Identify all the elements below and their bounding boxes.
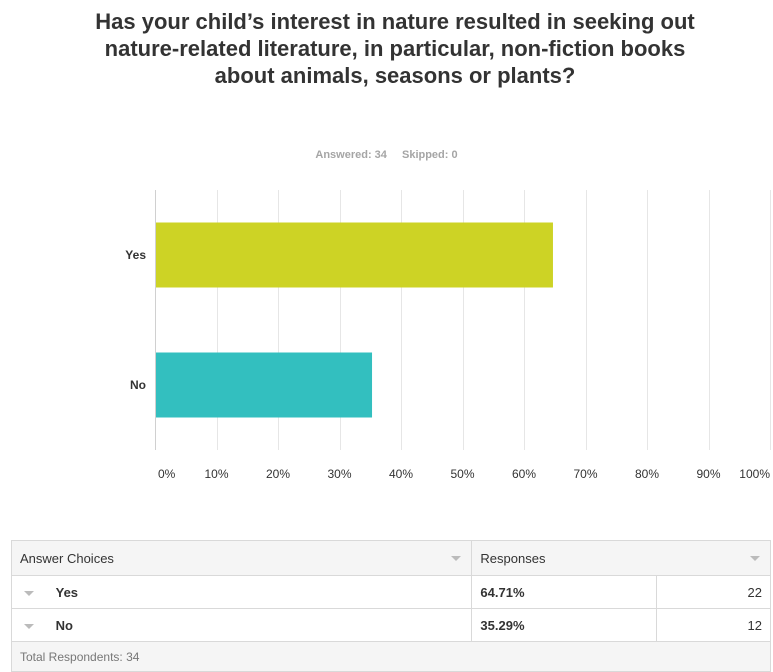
response-count: 12	[656, 608, 771, 642]
answer-choice-cell: Yes	[10, 575, 473, 609]
chart-category-labels: Yes No	[125, 248, 146, 392]
expand-caret-icon[interactable]	[24, 623, 34, 629]
x-tick-label: 0%	[158, 467, 176, 481]
answer-choice-label: Yes	[55, 584, 79, 600]
answer-choice-label: No	[55, 617, 73, 633]
x-tick-label: 90%	[696, 467, 720, 481]
table-row: Yes 64.71% 22	[10, 575, 771, 609]
response-count: 22	[656, 575, 771, 609]
total-respondents: Total Respondents: 34	[11, 641, 771, 672]
bar-yes	[156, 222, 553, 288]
response-percent: 35.29%	[471, 608, 658, 642]
response-stats: Answered: 34 Skipped: 0	[0, 149, 773, 161]
answer-choices-header[interactable]: Answer Choices	[10, 540, 473, 576]
sort-caret-icon[interactable]	[750, 556, 760, 561]
table-row: No 35.29% 12	[10, 608, 771, 642]
x-tick-label: 80%	[635, 467, 659, 481]
chart-bars	[156, 222, 553, 418]
chart-tick-labels: 0% 10% 20% 30% 40% 50% 60% 70% 80% 90% 100%	[158, 467, 770, 481]
responses-table: Answer Choices Responses Yes 64.71% 22 N…	[10, 540, 771, 672]
chart-title: Has your child’s interest in nature resu…	[95, 9, 695, 88]
skipped-count: Skipped: 0	[401, 149, 458, 161]
sort-caret-icon[interactable]	[451, 556, 462, 561]
category-label: No	[130, 378, 146, 392]
bar-chart: Yes No 0% 10% 20% 30% 40% 50% 60% 70% 80% 90% 100%	[125, 190, 771, 481]
answered-count: Answered: 34	[315, 149, 387, 161]
response-percent: 64.71%	[471, 575, 658, 609]
x-tick-label: 50%	[450, 467, 474, 481]
answer-choices-header-label: Answer Choices	[20, 550, 114, 566]
x-tick-label: 20%	[266, 467, 290, 481]
x-tick-label: 30%	[327, 467, 351, 481]
answer-choice-cell: No	[10, 608, 473, 642]
x-tick-label: 70%	[573, 467, 597, 481]
x-tick-label: 10%	[204, 467, 228, 481]
category-label: Yes	[125, 248, 146, 262]
bar-no	[156, 352, 373, 418]
x-tick-label: 40%	[389, 467, 413, 481]
responses-header-label: Responses	[480, 550, 546, 566]
responses-header[interactable]: Responses	[471, 540, 771, 576]
table-footer: Total Respondents: 34	[11, 641, 771, 672]
expand-caret-icon[interactable]	[24, 590, 34, 596]
x-tick-label: 100%	[739, 467, 770, 481]
x-tick-label: 60%	[512, 467, 536, 481]
